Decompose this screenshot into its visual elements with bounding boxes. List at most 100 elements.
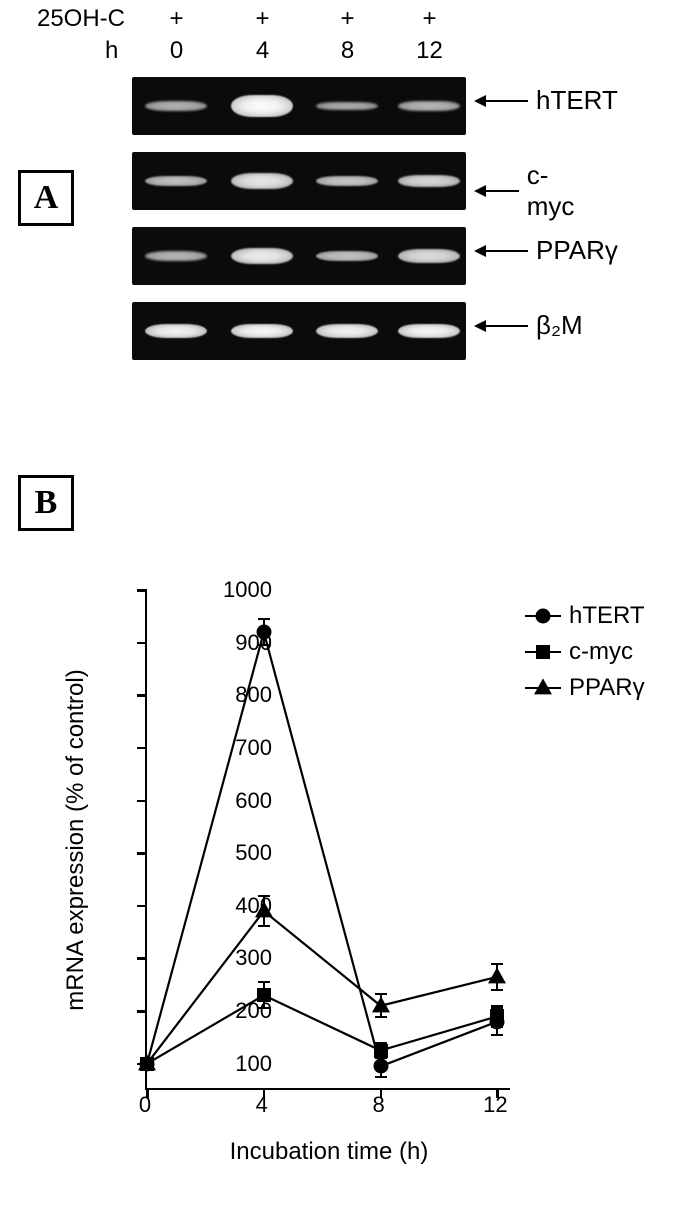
gel-row-label: c-myc [476, 160, 584, 222]
gel-row-name: PPARγ [536, 235, 618, 266]
panel-b-letter: B [35, 484, 58, 522]
y-tick [137, 800, 147, 803]
gel-band [398, 249, 460, 263]
legend-item: c-myc [525, 634, 645, 670]
gel-band [231, 324, 293, 339]
y-tick [137, 589, 147, 592]
y-tick [137, 905, 147, 908]
y-tick-label: 1000 [202, 577, 272, 603]
y-tick [137, 957, 147, 960]
treatment-mark: + [143, 5, 210, 33]
legend-swatch [525, 615, 561, 617]
gel-band [231, 95, 293, 117]
error-cap [491, 1005, 503, 1007]
gel-band [398, 175, 460, 188]
time-row: h 048 12 [10, 37, 675, 69]
y-tick [137, 694, 147, 697]
y-tick-label: 600 [202, 788, 272, 814]
legend-swatch [525, 651, 561, 653]
gel-band [231, 173, 293, 189]
gel-image [132, 152, 466, 210]
panel-b-box: B [18, 475, 74, 531]
panel-a-header: 25OH-C + + + + h 048 12 [10, 5, 675, 69]
x-tick-label: 4 [242, 1092, 282, 1118]
arrow-icon [476, 325, 528, 327]
treatment-mark: + [396, 5, 463, 33]
panel-a-letter: A [34, 179, 59, 217]
series-line [147, 995, 497, 1063]
error-cap [491, 1026, 503, 1028]
treatment-label: 25OH-C [10, 5, 125, 33]
gel-row-name: hTERT [536, 85, 618, 116]
legend-item: hTERT [525, 598, 645, 634]
treatment-row: 25OH-C + + + + [10, 5, 675, 37]
gel-row-label: PPARγ [476, 235, 618, 266]
error-cap [491, 1034, 503, 1036]
chart-area: mRNA expression (% of control) Incubation… [40, 580, 650, 1200]
gel-row-name: β₂M [536, 310, 583, 341]
y-tick [137, 852, 147, 855]
legend-swatch [525, 687, 561, 689]
gel-band [398, 101, 460, 111]
error-cap [375, 1076, 387, 1078]
y-axis-title: mRNA expression (% of control) [62, 669, 90, 1010]
data-point [374, 1044, 388, 1058]
gel-image [132, 302, 466, 360]
x-tick-label: 0 [125, 1092, 165, 1118]
y-tick-label: 100 [202, 1051, 272, 1077]
treatment-mark: + [314, 5, 381, 33]
error-cap [258, 981, 270, 983]
y-tick [137, 642, 147, 645]
error-cap [375, 1016, 387, 1018]
error-cap [375, 993, 387, 995]
gel-band [145, 101, 207, 110]
error-cap [491, 963, 503, 965]
gel-band [316, 102, 378, 111]
y-tick [137, 1010, 147, 1013]
series-line [147, 632, 497, 1066]
x-axis-title: Incubation time (h) [230, 1138, 429, 1166]
panel-a-box: A [18, 170, 74, 226]
arrow-icon [476, 250, 528, 252]
error-cap [258, 925, 270, 927]
timepoint-label: 12 [396, 37, 463, 65]
timepoint-label: 8 [314, 37, 381, 65]
gel-band [231, 248, 293, 264]
timepoint-label: 0 [143, 37, 210, 65]
chart-legend: hTERT c-myc PPARγ [525, 598, 645, 706]
gel-image [132, 77, 466, 135]
timepoint-label: 4 [229, 37, 296, 65]
y-tick-label: 900 [202, 630, 272, 656]
legend-item: PPARγ [525, 670, 645, 706]
error-cap [258, 618, 270, 620]
x-tick-label: 12 [475, 1092, 515, 1118]
gel-band [316, 324, 378, 338]
gel-band [316, 251, 378, 261]
legend-label: PPARγ [569, 674, 645, 702]
data-point [490, 1009, 504, 1023]
legend-label: hTERT [569, 602, 645, 630]
time-label: h [105, 37, 118, 65]
legend-label: c-myc [569, 638, 633, 666]
gel-row-label: β₂M [476, 310, 583, 341]
y-tick [137, 747, 147, 750]
gel-band [145, 324, 207, 338]
y-tick-label: 700 [202, 735, 272, 761]
gel-band [398, 324, 460, 339]
gel-row-label: hTERT [476, 85, 618, 116]
y-tick-label: 300 [202, 945, 272, 971]
gel-band [316, 176, 378, 186]
y-tick-label: 400 [202, 893, 272, 919]
arrow-icon [476, 100, 528, 102]
data-point [373, 1059, 388, 1074]
y-tick-label: 500 [202, 840, 272, 866]
treatment-mark: + [229, 5, 296, 33]
gel-band [145, 176, 207, 186]
gel-row-name: c-myc [527, 160, 584, 222]
error-cap [375, 1057, 387, 1059]
gel-image [132, 227, 466, 285]
gel-band [145, 251, 207, 260]
error-cap [491, 989, 503, 991]
chart-plot: mRNA expression (% of control)Incubation… [145, 590, 510, 1090]
arrow-icon [476, 190, 519, 192]
